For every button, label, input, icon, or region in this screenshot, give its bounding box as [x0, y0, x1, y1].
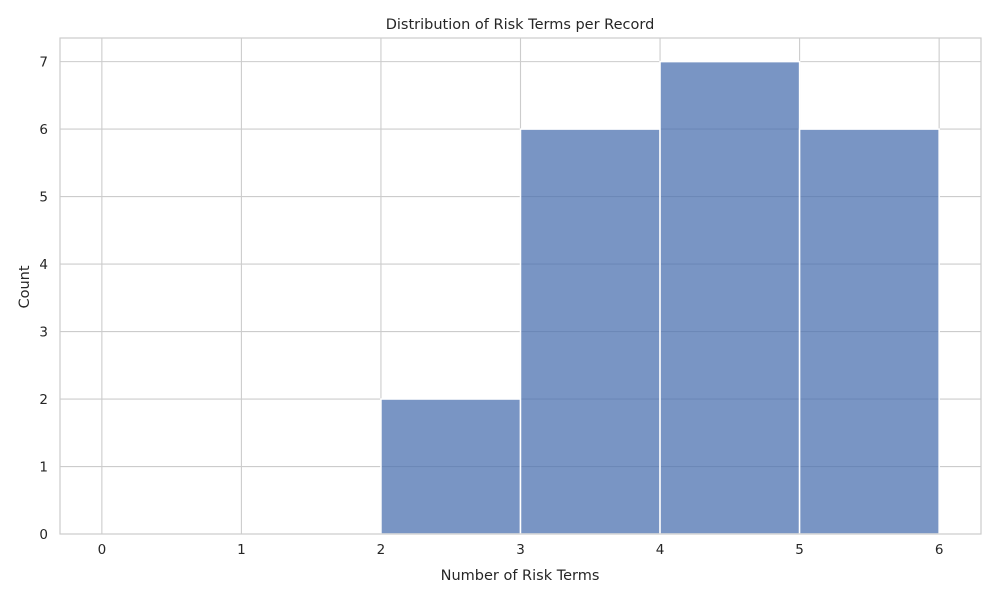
y-axis-tick-labels: 0 1 2 3 4 5 6 7: [39, 55, 48, 543]
histogram-bar: [519, 128, 661, 535]
x-axis-label: Number of Risk Terms: [441, 568, 600, 584]
x-tick-label: 1: [237, 542, 246, 558]
y-tick-label: 5: [39, 190, 48, 206]
y-tick-label: 2: [39, 392, 48, 408]
histogram-bar: [380, 398, 522, 535]
y-tick-label: 3: [39, 325, 48, 341]
histogram-bars: [380, 60, 940, 535]
y-tick-label: 7: [39, 55, 48, 71]
histogram-bar: [798, 128, 940, 535]
x-tick-label: 6: [935, 542, 944, 558]
histogram-bar: [659, 60, 801, 535]
x-tick-label: 3: [516, 542, 525, 558]
y-tick-label: 0: [39, 527, 48, 543]
x-axis-tick-labels: 0 1 2 3 4 5 6: [98, 542, 944, 558]
x-tick-label: 2: [377, 542, 386, 558]
y-tick-label: 4: [39, 257, 48, 273]
x-tick-label: 5: [795, 542, 804, 558]
y-axis-label: Count: [17, 265, 33, 308]
chart-title: Distribution of Risk Terms per Record: [386, 17, 655, 33]
x-tick-label: 4: [656, 542, 665, 558]
x-tick-label: 0: [98, 542, 107, 558]
plot-area-frame: [59, 37, 982, 535]
y-tick-label: 1: [39, 460, 48, 476]
y-tick-label: 6: [39, 122, 48, 138]
